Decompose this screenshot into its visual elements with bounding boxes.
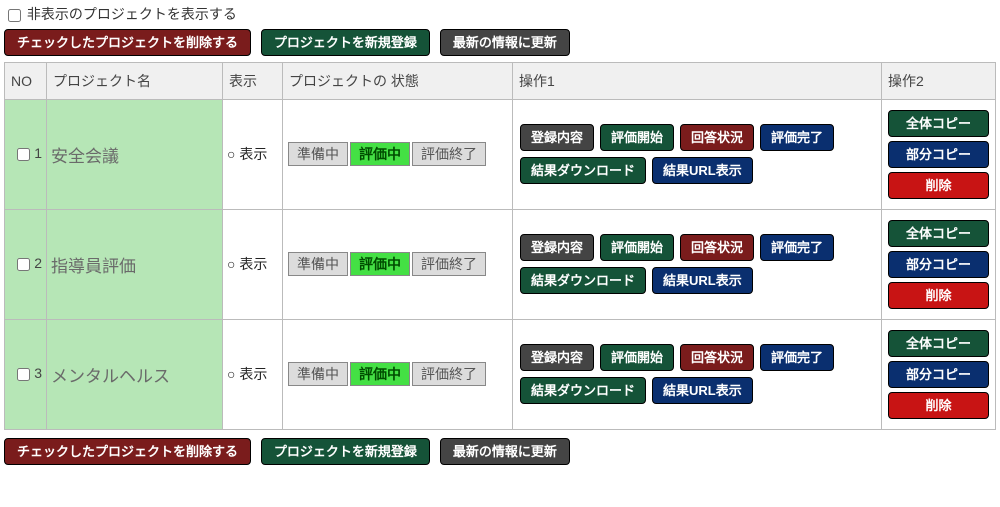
action-bar-top: チェックしたプロジェクトを削除する プロジェクトを新規登録 最新の情報に更新: [4, 29, 996, 56]
row-no: 3: [34, 365, 42, 381]
download-result-button[interactable]: 結果ダウンロード: [520, 377, 646, 404]
display-cell: ○ 表示: [223, 209, 283, 319]
show-result-url-button[interactable]: 結果URL表示: [652, 157, 753, 184]
download-result-button[interactable]: 結果ダウンロード: [520, 157, 646, 184]
state-badge-preparing: 準備中: [288, 362, 348, 386]
answer-status-button[interactable]: 回答状況: [680, 124, 754, 151]
col-header-display: 表示: [223, 62, 283, 99]
row-no: 1: [34, 145, 42, 161]
row-no: 2: [34, 255, 42, 271]
col-header-name: プロジェクト名: [47, 62, 223, 99]
answer-status-button[interactable]: 回答状況: [680, 344, 754, 371]
ops2-cell: 全体コピー部分コピー削除: [882, 209, 996, 319]
start-eval-button[interactable]: 評価開始: [600, 344, 674, 371]
eval-done-button[interactable]: 評価完了: [760, 124, 834, 151]
state-badge-evaluating: 評価中: [350, 362, 410, 386]
row-select-checkbox[interactable]: [17, 368, 30, 381]
show-result-url-button[interactable]: 結果URL表示: [652, 377, 753, 404]
registered-content-button[interactable]: 登録内容: [520, 234, 594, 261]
table-row: 1安全会議○ 表示準備中評価中評価終了登録内容評価開始回答状況評価完了結果ダウン…: [5, 99, 996, 209]
row-select-checkbox[interactable]: [17, 148, 30, 161]
state-cell: 準備中評価中評価終了: [283, 209, 513, 319]
start-eval-button[interactable]: 評価開始: [600, 124, 674, 151]
state-cell: 準備中評価中評価終了: [283, 99, 513, 209]
delete-button[interactable]: 削除: [888, 172, 989, 199]
state-badge-preparing: 準備中: [288, 252, 348, 276]
col-header-state: プロジェクトの 状態: [283, 62, 513, 99]
table-header-row: NO プロジェクト名 表示 プロジェクトの 状態 操作1 操作2: [5, 62, 996, 99]
refresh-button-bottom[interactable]: 最新の情報に更新: [440, 438, 570, 465]
partial-copy-button[interactable]: 部分コピー: [888, 251, 989, 278]
project-name-cell: 安全会議: [47, 99, 223, 209]
eval-done-button[interactable]: 評価完了: [760, 344, 834, 371]
display-cell: ○ 表示: [223, 319, 283, 429]
show-hidden-checkbox[interactable]: [8, 9, 21, 22]
registered-content-button[interactable]: 登録内容: [520, 124, 594, 151]
full-copy-button[interactable]: 全体コピー: [888, 110, 989, 137]
display-cell: ○ 表示: [223, 99, 283, 209]
col-header-ops2: 操作2: [882, 62, 996, 99]
state-badge-finished: 評価終了: [412, 142, 486, 166]
download-result-button[interactable]: 結果ダウンロード: [520, 267, 646, 294]
project-name-cell: 指導員評価: [47, 209, 223, 319]
eval-done-button[interactable]: 評価完了: [760, 234, 834, 261]
new-project-button-bottom[interactable]: プロジェクトを新規登録: [261, 438, 430, 465]
table-row: 3メンタルヘルス○ 表示準備中評価中評価終了登録内容評価開始回答状況評価完了結果…: [5, 319, 996, 429]
refresh-button[interactable]: 最新の情報に更新: [440, 29, 570, 56]
delete-checked-button[interactable]: チェックしたプロジェクトを削除する: [4, 29, 251, 56]
state-badge-evaluating: 評価中: [350, 252, 410, 276]
row-select-checkbox[interactable]: [17, 258, 30, 271]
new-project-button[interactable]: プロジェクトを新規登録: [261, 29, 430, 56]
state-badge-preparing: 準備中: [288, 142, 348, 166]
col-header-ops1: 操作1: [513, 62, 882, 99]
action-bar-bottom: チェックしたプロジェクトを削除する プロジェクトを新規登録 最新の情報に更新: [4, 438, 996, 465]
row-no-cell: 3: [5, 319, 47, 429]
full-copy-button[interactable]: 全体コピー: [888, 330, 989, 357]
delete-checked-button-bottom[interactable]: チェックしたプロジェクトを削除する: [4, 438, 251, 465]
project-name-cell: メンタルヘルス: [47, 319, 223, 429]
row-no-cell: 2: [5, 209, 47, 319]
partial-copy-button[interactable]: 部分コピー: [888, 141, 989, 168]
partial-copy-button[interactable]: 部分コピー: [888, 361, 989, 388]
show-hidden-label[interactable]: 非表示のプロジェクトを表示する: [4, 6, 237, 22]
state-badge-finished: 評価終了: [412, 362, 486, 386]
answer-status-button[interactable]: 回答状況: [680, 234, 754, 261]
delete-button[interactable]: 削除: [888, 392, 989, 419]
full-copy-button[interactable]: 全体コピー: [888, 220, 989, 247]
state-badge-evaluating: 評価中: [350, 142, 410, 166]
show-result-url-button[interactable]: 結果URL表示: [652, 267, 753, 294]
delete-button[interactable]: 削除: [888, 282, 989, 309]
ops1-cell: 登録内容評価開始回答状況評価完了結果ダウンロード結果URL表示: [513, 99, 882, 209]
start-eval-button[interactable]: 評価開始: [600, 234, 674, 261]
state-cell: 準備中評価中評価終了: [283, 319, 513, 429]
ops2-cell: 全体コピー部分コピー削除: [882, 99, 996, 209]
show-hidden-text: 非表示のプロジェクトを表示する: [27, 6, 237, 22]
ops2-cell: 全体コピー部分コピー削除: [882, 319, 996, 429]
registered-content-button[interactable]: 登録内容: [520, 344, 594, 371]
show-hidden-row: 非表示のプロジェクトを表示する: [4, 4, 996, 25]
state-badge-finished: 評価終了: [412, 252, 486, 276]
row-no-cell: 1: [5, 99, 47, 209]
projects-table: NO プロジェクト名 表示 プロジェクトの 状態 操作1 操作2 1 安全会議○ …: [4, 62, 996, 430]
table-row: 2指導員評価○ 表示準備中評価中評価終了登録内容評価開始回答状況評価完了結果ダウ…: [5, 209, 996, 319]
col-header-no: NO: [5, 62, 47, 99]
ops1-cell: 登録内容評価開始回答状況評価完了結果ダウンロード結果URL表示: [513, 209, 882, 319]
ops1-cell: 登録内容評価開始回答状況評価完了結果ダウンロード結果URL表示: [513, 319, 882, 429]
